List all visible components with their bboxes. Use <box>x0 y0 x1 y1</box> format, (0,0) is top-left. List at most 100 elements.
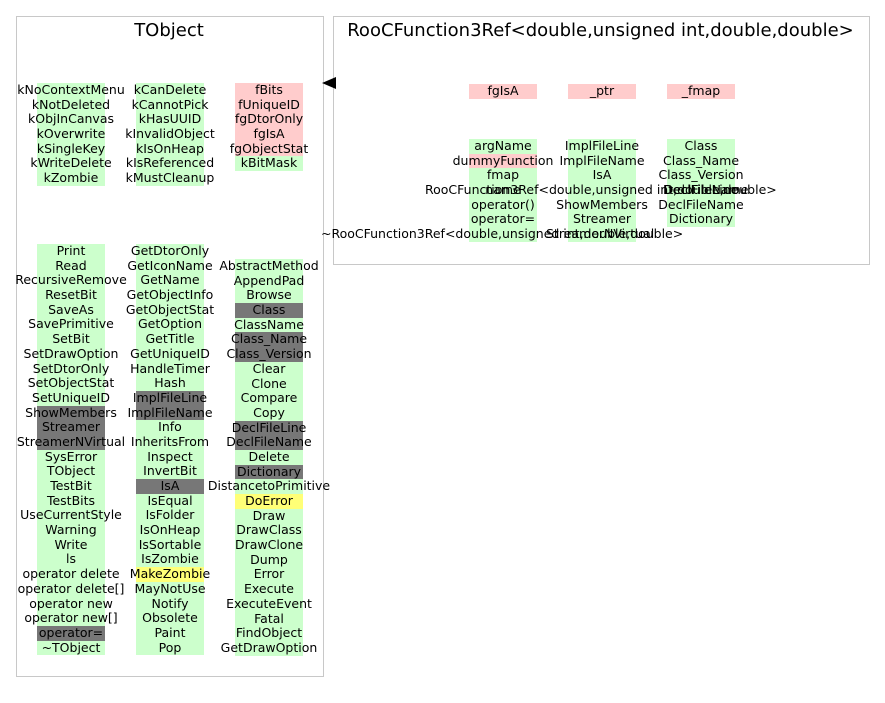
tobject-member-label: Read <box>55 257 87 273</box>
roocfunction-column-0: fgIsA <box>469 83 537 99</box>
tobject-member-label: kOverwrite <box>36 126 106 142</box>
roocfunction-member-isa: IsA <box>568 168 636 184</box>
roocfunction-member-fmap: _fmap <box>667 83 735 99</box>
tobject-member-doerror: DoError <box>235 493 303 509</box>
tobject-member-label: Compare <box>240 390 298 406</box>
tobject-member-label: kHasUUID <box>138 111 202 127</box>
tobject-member-getdrawoption: GetDrawOption <box>221 640 317 656</box>
roocfunction-member-ptr: _ptr <box>568 83 636 99</box>
tobject-member-label: Browse <box>246 287 292 303</box>
roocfunction-member-blank <box>568 183 636 198</box>
tobject-member-label: SetObjectStat <box>27 375 115 391</box>
roocfunction-member-operator: operator() <box>469 196 537 213</box>
tobject-member-iszombie: IsZombie <box>136 552 204 568</box>
tobject-member-label: TestBit <box>50 478 92 493</box>
tobject-member-label: DeclFileName <box>226 434 312 450</box>
tobject-member-paint: Paint <box>136 625 204 641</box>
roocfunction-destructor-label: ~RooCFunction3Ref<double,unsigned int,do… <box>321 226 684 242</box>
tobject-member-label: Notify <box>151 595 189 611</box>
tobject-member-label: SysError <box>44 448 98 464</box>
tobject-member-operator-new: operator new <box>29 596 113 612</box>
roocfunction-member-label: Class <box>684 138 718 153</box>
roocfunction-member-declfilename: DeclFileName <box>658 197 744 213</box>
roocfunction-member-class: Class <box>667 138 735 154</box>
tobject-member-label: Inspect <box>147 448 193 464</box>
tobject-member-label: StreamerNVirtual <box>16 433 126 449</box>
tobject-member-label: SavePrimitive <box>28 316 114 332</box>
tobject-member-label: UseCurrentStyle <box>20 507 122 523</box>
tobject-member-kmustcleanup: kMustCleanup <box>126 170 214 186</box>
tobject-member-showmembers: ShowMembers <box>25 405 117 421</box>
tobject-member-kwritedelete: kWriteDelete <box>30 156 112 172</box>
tobject-member-label: FindObject <box>235 625 303 641</box>
tobject-member-label: GetDtorOnly <box>130 243 210 258</box>
roocfunction-member-label: DeclFileLine <box>663 182 739 198</box>
roocfunction-member-label: ImplFileName <box>559 152 645 168</box>
tobject-member-handletimer: HandleTimer <box>130 361 210 377</box>
roocfunction-member-label: DeclFileName <box>658 196 744 212</box>
tobject-member-label: GetObjectStat <box>125 301 215 317</box>
roocfunction-member-streamer: Streamer <box>568 212 636 228</box>
roocfunction-member-label: Class_Name <box>663 152 740 168</box>
tobject-member-label: GetUniqueID <box>130 345 210 361</box>
tobject-member-draw: Draw <box>235 508 303 524</box>
tobject-member-recursiveremove: RecursiveRemove <box>15 273 127 289</box>
tobject-member-label: kCanDelete <box>133 82 207 97</box>
tobject-member-knotdeleted: kNotDeleted <box>32 97 110 113</box>
tobject-member-maynotuse: MayNotUse <box>134 580 206 597</box>
tobject-member-isa: IsA <box>136 478 204 494</box>
tobject-member-label: fgObjectStat <box>229 140 309 156</box>
tobject-member-label: GetOption <box>138 316 202 332</box>
tobject-member-label: DeclFileLine <box>231 419 307 435</box>
roocfunction-member-label: _ptr <box>589 83 615 98</box>
tobject-member-label: ImplFileName <box>127 404 213 420</box>
tobject-member-label: ExecuteEvent <box>226 595 312 611</box>
tobject-member-label: operator new <box>29 595 113 611</box>
tobject-member-declfilename: DeclFileName <box>226 435 312 450</box>
tobject-member-warning: Warning <box>37 522 105 538</box>
tobject-member-kzombie: kZombie <box>37 170 105 186</box>
roocfunction-member-label: fmap <box>486 167 520 183</box>
tobject-member-issortable: IsSortable <box>136 537 204 553</box>
tobject-member-fbits: fBits <box>235 82 303 98</box>
tobject-member-appendpad: AppendPad <box>233 272 305 289</box>
tobject-member-declfileline: DeclFileLine <box>232 420 306 436</box>
tobject-member-syserror: SysError <box>37 448 105 465</box>
tobject-member-label: ClassName <box>234 316 304 332</box>
tobject-member-label: ShowMembers <box>25 404 117 420</box>
tobject-member-label: IsA <box>160 478 180 493</box>
tobject-member-obsolete: Obsolete <box>136 610 204 626</box>
tobject-member-label: InheritsFrom <box>130 433 210 449</box>
tobject-member-hash: Hash <box>136 375 204 391</box>
tobject-member-label: TestBits <box>46 492 96 508</box>
tobject-title: TObject <box>134 20 204 41</box>
tobject-member-label: MayNotUse <box>134 580 206 596</box>
tobject-member-getname: GetName <box>136 273 204 289</box>
tobject-member-delete: Delete <box>235 449 303 465</box>
roocfunction-member-name: name <box>469 182 537 198</box>
roocfunction-member-label: name <box>485 182 521 198</box>
tobject-member-read: Read <box>37 257 105 274</box>
tobject-member-label: AppendPad <box>233 272 305 288</box>
inheritance-arrow-icon <box>322 77 336 89</box>
tobject-member-class-version: Class_Version <box>226 346 312 362</box>
roocfunction-member-label: operator() <box>471 196 535 212</box>
tobject-member-error: Error <box>235 567 303 583</box>
tobject-member-invertbit: InvertBit <box>136 464 204 479</box>
tobject-member-label: operator= <box>38 624 104 640</box>
tobject-column-1: kCanDelete kCannotPick kHasUUID kInvalidObj… <box>125 82 215 186</box>
roocfunction-streamernvirtual-label: StreamerNVirtual <box>546 226 655 242</box>
tobject-member-label: kMustCleanup <box>125 170 215 186</box>
tobject-member-operator-delete: operator delete[] <box>18 581 124 597</box>
tobject-member-label: Write <box>54 536 88 552</box>
tobject-member-geticonname: GetIconName <box>127 258 213 274</box>
tobject-member-isfolder: IsFolder <box>136 508 204 524</box>
tobject-member-drawclass: DrawClass <box>235 523 303 539</box>
tobject-member-label: Class_Name <box>231 331 308 347</box>
tobject-member-inspect: Inspect <box>136 448 204 465</box>
tobject-member-streamer: Streamer <box>37 420 105 435</box>
roocfunction-member-declfileline: DeclFileLine <box>664 182 738 198</box>
tobject-member-ls: ls <box>37 552 105 568</box>
roocfunction-member-argname: argName <box>469 138 537 154</box>
tobject-column-5: AbstractMethod AppendPad Browse Class ClassN… <box>208 258 330 656</box>
